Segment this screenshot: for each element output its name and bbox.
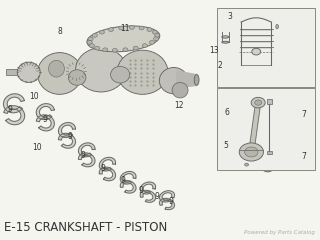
Text: 8: 8 [57,27,62,36]
Circle shape [103,48,108,52]
Circle shape [119,26,124,30]
Circle shape [255,100,262,105]
Polygon shape [159,191,174,202]
Bar [6,69,19,75]
Circle shape [87,41,92,44]
Circle shape [139,26,144,30]
Text: 7: 7 [301,109,307,119]
Bar [267,99,272,104]
Polygon shape [36,115,54,131]
Text: 3: 3 [228,12,233,21]
Ellipse shape [194,75,199,85]
Polygon shape [59,133,76,148]
Text: 9: 9 [121,176,126,185]
Circle shape [155,33,160,37]
Ellipse shape [172,82,188,98]
Text: 11: 11 [120,24,130,33]
Text: 9: 9 [68,132,73,141]
Polygon shape [36,104,54,120]
Circle shape [112,48,117,52]
Circle shape [245,147,258,157]
Text: 9: 9 [7,105,12,114]
Ellipse shape [159,67,188,94]
Bar [217,88,315,170]
Polygon shape [177,71,197,88]
Text: 2: 2 [218,61,222,70]
Text: 9: 9 [80,151,85,160]
Circle shape [252,48,261,55]
Ellipse shape [76,48,126,92]
Polygon shape [120,171,136,184]
Circle shape [251,97,265,108]
Polygon shape [140,190,156,202]
Text: 10: 10 [29,92,39,101]
Circle shape [88,37,93,41]
Polygon shape [4,106,25,125]
Ellipse shape [222,41,229,43]
Circle shape [149,41,155,44]
Polygon shape [99,157,116,171]
Ellipse shape [37,53,82,94]
Text: 12: 12 [174,101,183,110]
Polygon shape [78,153,95,167]
Bar [267,151,272,154]
Ellipse shape [68,70,86,85]
Text: 13: 13 [209,46,219,55]
Circle shape [133,46,138,50]
Circle shape [245,163,249,166]
Circle shape [108,28,114,31]
Text: 5: 5 [224,141,229,150]
Circle shape [95,46,100,50]
Circle shape [89,44,94,48]
Circle shape [239,143,263,161]
Polygon shape [78,143,95,157]
Text: 9: 9 [169,197,173,206]
Text: 7: 7 [301,152,307,162]
Circle shape [154,37,159,41]
Circle shape [92,33,97,37]
Polygon shape [120,180,136,193]
Polygon shape [261,145,275,159]
Polygon shape [59,123,76,138]
Circle shape [99,30,104,34]
Ellipse shape [49,60,64,77]
Polygon shape [261,158,275,172]
Text: Powered by Parts Catalog: Powered by Parts Catalog [244,230,315,235]
Text: 9: 9 [100,164,105,173]
Polygon shape [140,182,156,194]
Ellipse shape [17,62,40,82]
Ellipse shape [117,50,168,94]
Text: E-15 CRANKSHAFT - PISTON: E-15 CRANKSHAFT - PISTON [4,221,167,234]
Circle shape [123,48,128,52]
Polygon shape [4,94,24,113]
Polygon shape [249,102,261,152]
Polygon shape [159,198,174,210]
Ellipse shape [222,36,229,38]
Circle shape [147,28,152,31]
Polygon shape [87,26,160,52]
Ellipse shape [111,66,130,83]
Text: 9: 9 [42,115,47,125]
Text: 9: 9 [139,186,143,195]
Text: 6: 6 [224,108,229,117]
Polygon shape [99,167,116,181]
Bar [217,8,315,87]
Circle shape [142,44,148,48]
Text: 10: 10 [33,143,42,152]
Circle shape [129,25,134,29]
Circle shape [152,30,157,34]
Text: 9: 9 [154,192,159,201]
Ellipse shape [276,24,278,29]
